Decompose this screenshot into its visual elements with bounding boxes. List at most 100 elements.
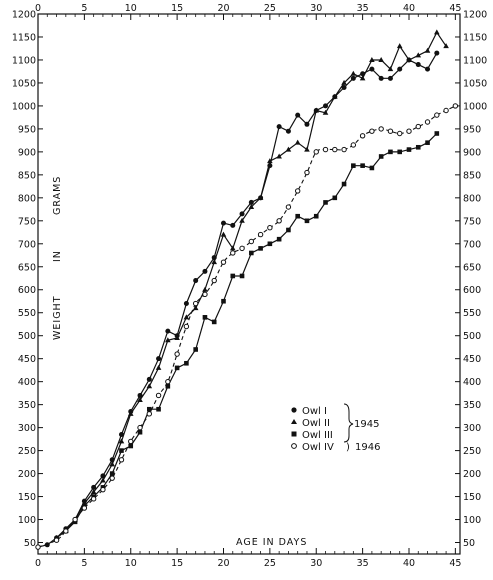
data-point-owl-4 <box>359 133 366 139</box>
y-tick-label-left: 950 <box>18 124 36 135</box>
data-point-owl-4 <box>230 250 236 256</box>
data-point-owl-1 <box>285 128 291 134</box>
y-tick-label-left: 350 <box>18 400 36 411</box>
series-layer <box>35 29 459 550</box>
data-point-owl-2 <box>202 286 208 292</box>
data-point-owl-4 <box>100 486 106 493</box>
data-point-owl-2 <box>220 231 227 237</box>
data-point-owl-1 <box>387 75 393 81</box>
data-point-owl-3 <box>286 227 291 233</box>
data-point-owl-1 <box>434 50 440 56</box>
data-point-owl-2 <box>313 107 320 113</box>
data-point-owl-4 <box>322 146 329 153</box>
data-point-owl-4 <box>109 475 115 481</box>
data-point-owl-1 <box>202 268 208 274</box>
plot-frame <box>37 13 461 555</box>
data-point-owl-2 <box>248 204 255 210</box>
data-point-owl-4 <box>276 218 282 224</box>
data-point-owl-3 <box>128 443 134 449</box>
data-point-owl-3 <box>165 383 171 389</box>
y-tick-label-right: 350 <box>463 400 481 411</box>
data-point-owl-2 <box>155 364 162 370</box>
data-point-owl-4 <box>341 146 347 153</box>
x-axis-title: AGE IN DAYS <box>236 537 307 548</box>
data-point-owl-1 <box>91 484 97 490</box>
data-point-owl-1 <box>323 103 329 109</box>
x-tick-label-bottom: 5 <box>81 558 87 569</box>
data-point-owl-4 <box>257 231 264 238</box>
data-point-owl-2 <box>406 56 412 62</box>
series-owl-1 <box>35 50 440 550</box>
x-tick-label-bottom: 20 <box>217 558 229 569</box>
data-point-owl-2 <box>257 194 264 200</box>
data-point-owl-1 <box>183 301 189 307</box>
data-point-owl-3 <box>230 273 236 279</box>
data-point-owl-2 <box>174 335 180 340</box>
legend-marker-owl-4 <box>291 443 297 449</box>
data-point-owl-2 <box>415 52 422 58</box>
data-point-owl-4 <box>406 128 412 134</box>
x-tick-label-top: 30 <box>310 3 322 14</box>
x-tick-label-top: 5 <box>81 3 87 14</box>
x-tick-label-bottom: 30 <box>310 558 322 569</box>
data-point-owl-1 <box>295 112 301 118</box>
legend-label-owl-3: Owl III <box>302 430 333 441</box>
y-tick-label-left: 750 <box>18 216 36 227</box>
data-point-owl-4 <box>387 128 394 134</box>
data-point-owl-3 <box>109 471 115 476</box>
y-tick-label-right: 650 <box>463 262 481 273</box>
data-point-owl-3 <box>434 131 440 136</box>
y-tick-label-left: 300 <box>18 423 36 434</box>
data-point-owl-4 <box>424 119 431 125</box>
y-tick-label-left: 650 <box>18 262 36 273</box>
y-tick-label-left: 250 <box>18 446 36 457</box>
data-point-owl-4 <box>350 142 357 148</box>
data-point-owl-4 <box>72 516 78 523</box>
y-tick-label-right: 600 <box>463 285 481 296</box>
y-tick-label-left: 800 <box>18 193 36 204</box>
legend-marker-owl-3 <box>291 431 297 437</box>
y-tick-label-right: 150 <box>463 492 481 503</box>
legend-marker-owl-1 <box>291 407 297 413</box>
y-tick-label-right: 700 <box>463 239 481 250</box>
y-tick-label-left: 1200 <box>12 10 36 21</box>
y-tick-label-right: 1200 <box>463 10 487 21</box>
y-tick-label-right: 1000 <box>463 101 487 112</box>
data-point-owl-1 <box>397 66 403 72</box>
data-point-owl-3 <box>239 273 245 279</box>
data-point-owl-1 <box>239 211 245 217</box>
data-point-owl-2 <box>100 477 106 483</box>
data-point-owl-2 <box>341 79 347 85</box>
data-point-owl-1 <box>193 278 199 284</box>
data-point-owl-1 <box>425 66 431 72</box>
y-tick-label-right: 450 <box>463 354 481 365</box>
y-tick-label-right: 950 <box>463 124 481 135</box>
data-point-owl-2 <box>267 158 273 164</box>
series-owl-4 <box>35 103 459 550</box>
data-point-owl-4 <box>211 277 217 284</box>
data-point-owl-1 <box>369 66 375 72</box>
legend-brace-1945 <box>343 403 354 443</box>
y-tick-label-left: 400 <box>18 377 36 388</box>
y-axis-title-word-3: GRAMS <box>52 176 63 215</box>
data-point-owl-3 <box>415 144 421 150</box>
x-tick-label-bottom: 10 <box>125 558 137 569</box>
x-tick-label-bottom: 15 <box>171 558 183 569</box>
data-point-owl-2 <box>276 153 282 159</box>
data-point-owl-4 <box>192 300 199 307</box>
data-point-owl-4 <box>332 146 338 153</box>
legend-year-1945: 1945 <box>354 419 379 430</box>
data-point-owl-3 <box>174 365 180 371</box>
y-tick-label-right: 1050 <box>463 78 487 89</box>
data-point-owl-2 <box>424 47 431 53</box>
data-point-owl-3 <box>258 246 263 251</box>
data-point-owl-2 <box>127 410 134 416</box>
y-tick-label-right: 250 <box>463 446 481 457</box>
data-point-owl-4 <box>397 130 403 137</box>
y-tick-label-left: 1150 <box>12 32 36 43</box>
data-point-owl-4 <box>35 544 41 550</box>
x-tick-label-top: 45 <box>449 3 461 14</box>
data-point-owl-2 <box>137 397 143 403</box>
